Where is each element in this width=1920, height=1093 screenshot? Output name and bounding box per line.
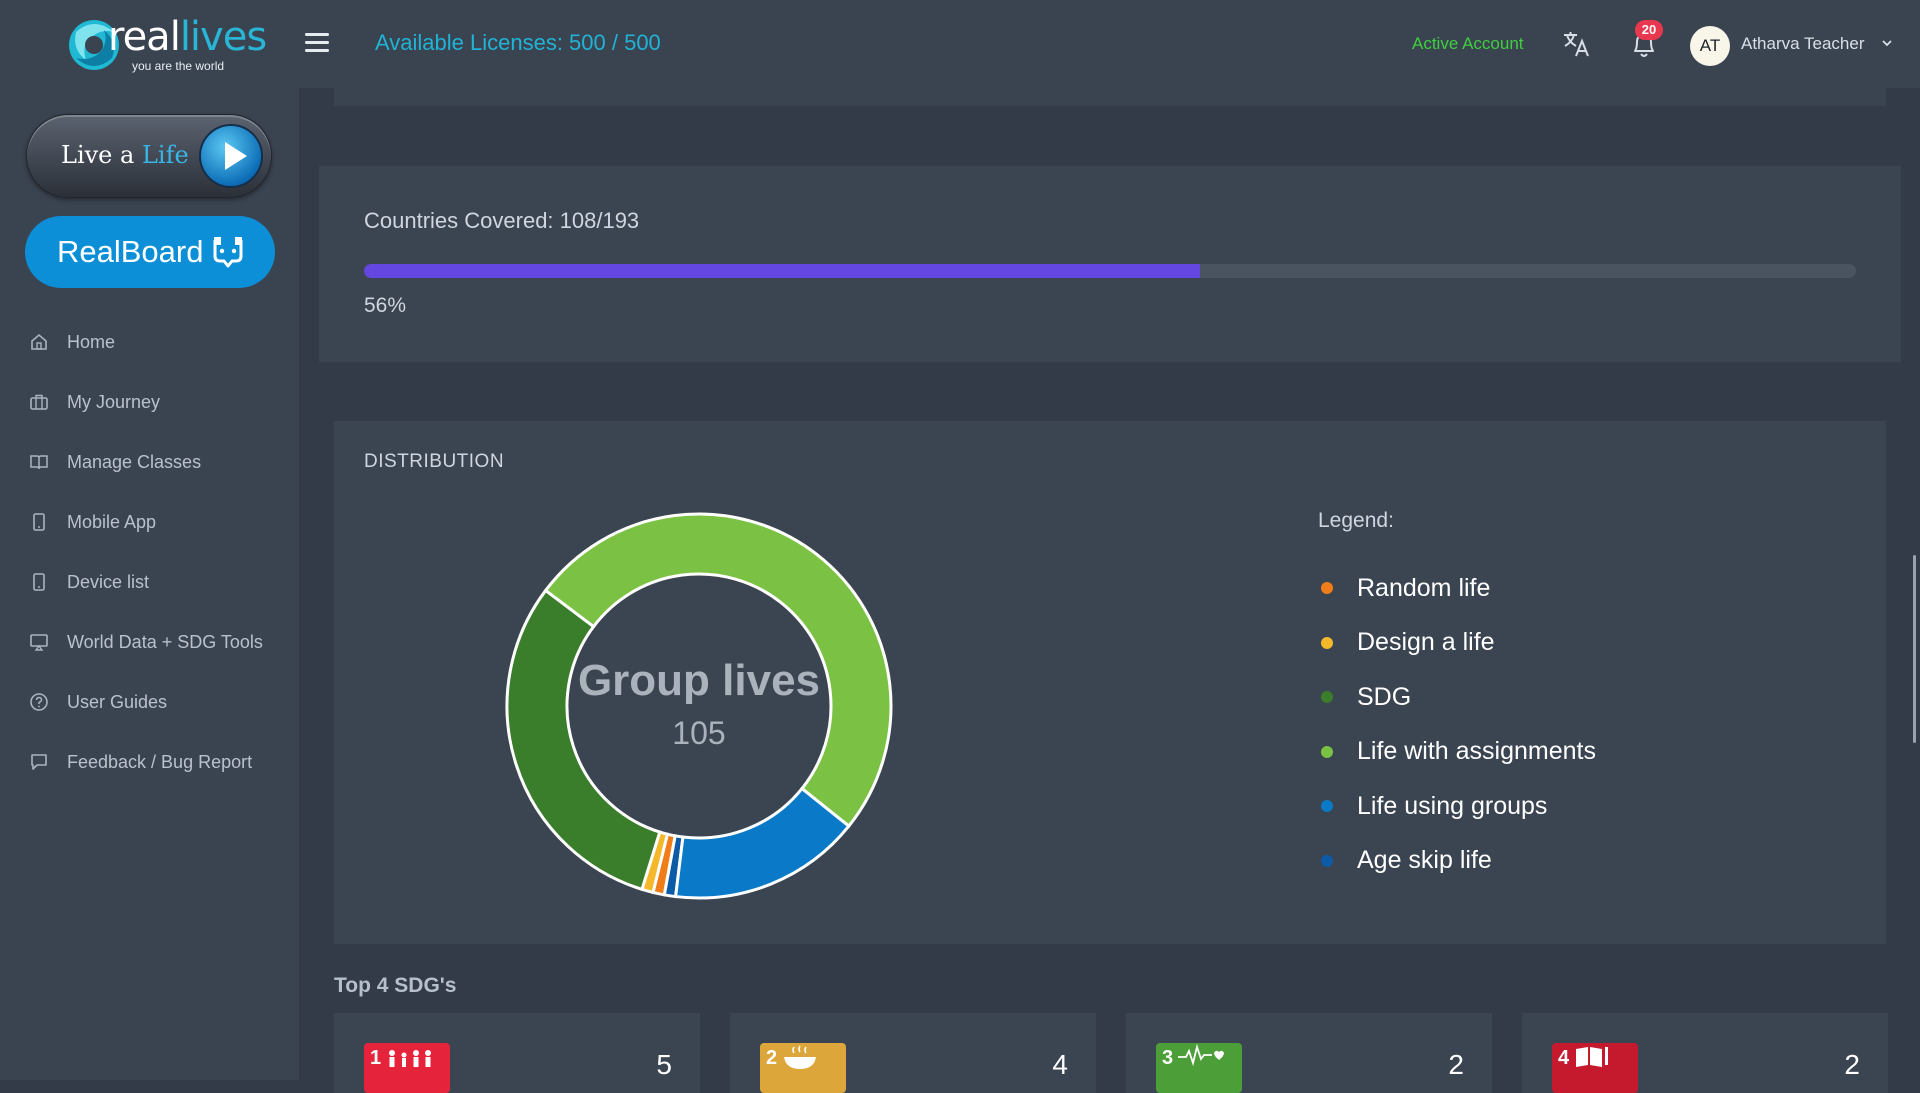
chevron-down-icon[interactable] (1881, 38, 1893, 48)
sidebar-item-home[interactable]: Home (0, 312, 299, 372)
sdg-2-zero-hunger-icon: 2 (760, 1043, 846, 1093)
sidebar-item-world-data[interactable]: World Data + SDG Tools (0, 612, 299, 672)
legend-dot (1321, 854, 1333, 867)
sdg-count: 2 (1844, 1049, 1860, 1080)
countries-covered-card: Countries Covered: 108/193 56% (319, 166, 1901, 362)
legend-label: Life with assignments (1357, 737, 1597, 766)
sdg-card-4[interactable]: 4 2 (1522, 1013, 1888, 1093)
distribution-card: DISTRIBUTION Group lives 105 Legend: Ran… (334, 421, 1886, 944)
sdg-card-3[interactable]: 3 2 (1126, 1013, 1492, 1093)
legend-item-sdg[interactable]: SDG (1318, 670, 1838, 725)
legend-label: Age skip life (1357, 846, 1492, 875)
live-a-life-label: Live a Life (61, 141, 189, 169)
legend-label: SDG (1357, 682, 1412, 711)
sidebar-item-label: User Guides (67, 691, 168, 712)
distribution-donut-chart: Group lives 105 (505, 512, 893, 900)
legend-label: Random life (1357, 573, 1491, 602)
donut-slice-sdg[interactable] (505, 588, 662, 892)
donut-center-label: Group lives (578, 656, 820, 705)
sdg-number: 4 (1558, 1047, 1570, 1069)
legend-item-age-skip-life[interactable]: Age skip life (1318, 834, 1838, 889)
sdg-card-2[interactable]: 2 4 (730, 1013, 1096, 1093)
realboard-icon (213, 237, 243, 268)
donut-slice-life-with-assignments[interactable] (543, 512, 893, 829)
legend-dot (1321, 582, 1333, 595)
monitor-icon (30, 634, 48, 651)
countries-progress-percent: 56% (364, 294, 407, 317)
briefcase-icon (30, 394, 48, 410)
sidebar-nav: Home My Journey Manage Classes Mobile Ap… (0, 312, 299, 792)
realboard-label: RealBoard (57, 234, 204, 269)
donut-slice-life-using-groups[interactable] (673, 786, 851, 900)
legend-item-design-a-life[interactable]: Design a life (1318, 616, 1838, 671)
legend-label: Life using groups (1357, 791, 1548, 820)
legend-item-life-using-groups[interactable]: Life using groups (1318, 779, 1838, 834)
logo-swirl-icon (69, 20, 119, 70)
sdg-count: 2 (1448, 1049, 1464, 1080)
reallives-logo[interactable]: reallives you are the world (64, 12, 267, 82)
legend-dot (1321, 745, 1333, 758)
sidebar-item-user-guides[interactable]: User Guides (0, 672, 299, 732)
sidebar-item-manage-classes[interactable]: Manage Classes (0, 432, 299, 492)
sdg-4-quality-education-icon: 4 (1552, 1043, 1638, 1093)
help-circle-icon (30, 693, 48, 711)
message-icon (31, 754, 47, 770)
sdg-number: 1 (370, 1047, 382, 1069)
play-icon (199, 124, 263, 188)
sidebar-item-label: My Journey (67, 391, 161, 412)
donut-center-value: 105 (672, 715, 725, 751)
translate-icon[interactable] (1561, 28, 1593, 60)
home-icon (31, 333, 47, 350)
sidebar-item-label: Feedback / Bug Report (67, 751, 253, 772)
logo-tagline: you are the world (132, 59, 225, 73)
sdg-3-good-health-icon: 3 (1156, 1043, 1242, 1093)
previous-card-edge (334, 84, 1886, 106)
notification-count-badge: 20 (1635, 20, 1663, 40)
legend-title: Legend: (1318, 509, 1394, 532)
top-header: Available Licenses: 500 / 500 Active Acc… (299, 0, 1920, 88)
sdg-count: 4 (1052, 1049, 1068, 1080)
sidebar-item-device-list[interactable]: Device list (0, 552, 299, 612)
page-scrollbar[interactable] (1913, 555, 1916, 743)
top-sdgs-heading: Top 4 SDG's (334, 974, 457, 997)
sidebar-item-feedback[interactable]: Feedback / Bug Report (0, 732, 299, 792)
sidebar-item-label: World Data + SDG Tools (67, 631, 263, 652)
sidebar-item-label: Manage Classes (67, 451, 202, 472)
active-account-status: Active Account (1412, 34, 1524, 53)
sdg-count: 5 (656, 1049, 672, 1080)
book-icon (30, 455, 48, 470)
countries-progress-bar (364, 264, 1856, 278)
sidebar-item-label: Home (67, 331, 116, 352)
user-name[interactable]: Atharva Teacher (1741, 34, 1865, 53)
sidebar-item-mobile-app[interactable]: Mobile App (0, 492, 299, 552)
legend-dot (1321, 636, 1333, 649)
chart-legend: Legend: Random life Design a life SDG Li… (1318, 509, 1838, 888)
realboard-button[interactable]: RealBoard (25, 216, 275, 288)
sidebar: reallives you are the world Live a Life … (0, 0, 299, 1080)
sidebar-item-label: Mobile App (67, 511, 157, 532)
distribution-title: DISTRIBUTION (364, 451, 505, 472)
mobile-icon (33, 513, 45, 531)
legend-label: Design a life (1357, 628, 1495, 657)
sdg-1-no-poverty-icon: 1 (364, 1043, 450, 1093)
live-a-life-button[interactable]: Live a Life (26, 114, 272, 198)
legend-item-life-with-assignments[interactable]: Life with assignments (1318, 725, 1838, 780)
sdg-card-1[interactable]: 1 5 (334, 1013, 700, 1093)
logo-wordmark: reallives (108, 14, 267, 60)
available-licenses: Available Licenses: 500 / 500 (375, 30, 661, 55)
legend-item-random-life[interactable]: Random life (1318, 561, 1838, 616)
sidebar-item-my-journey[interactable]: My Journey (0, 372, 299, 432)
countries-covered-title: Countries Covered: 108/193 (364, 208, 640, 233)
legend-dot (1321, 800, 1333, 813)
countries-progress-fill (364, 264, 1200, 278)
sdg-number: 2 (766, 1047, 778, 1069)
device-icon (33, 573, 45, 591)
hamburger-menu-icon[interactable] (303, 30, 331, 54)
sdg-number: 3 (1162, 1047, 1174, 1069)
avatar[interactable]: AT (1690, 26, 1730, 66)
sidebar-item-label: Device list (67, 571, 150, 592)
legend-dot (1321, 691, 1333, 704)
